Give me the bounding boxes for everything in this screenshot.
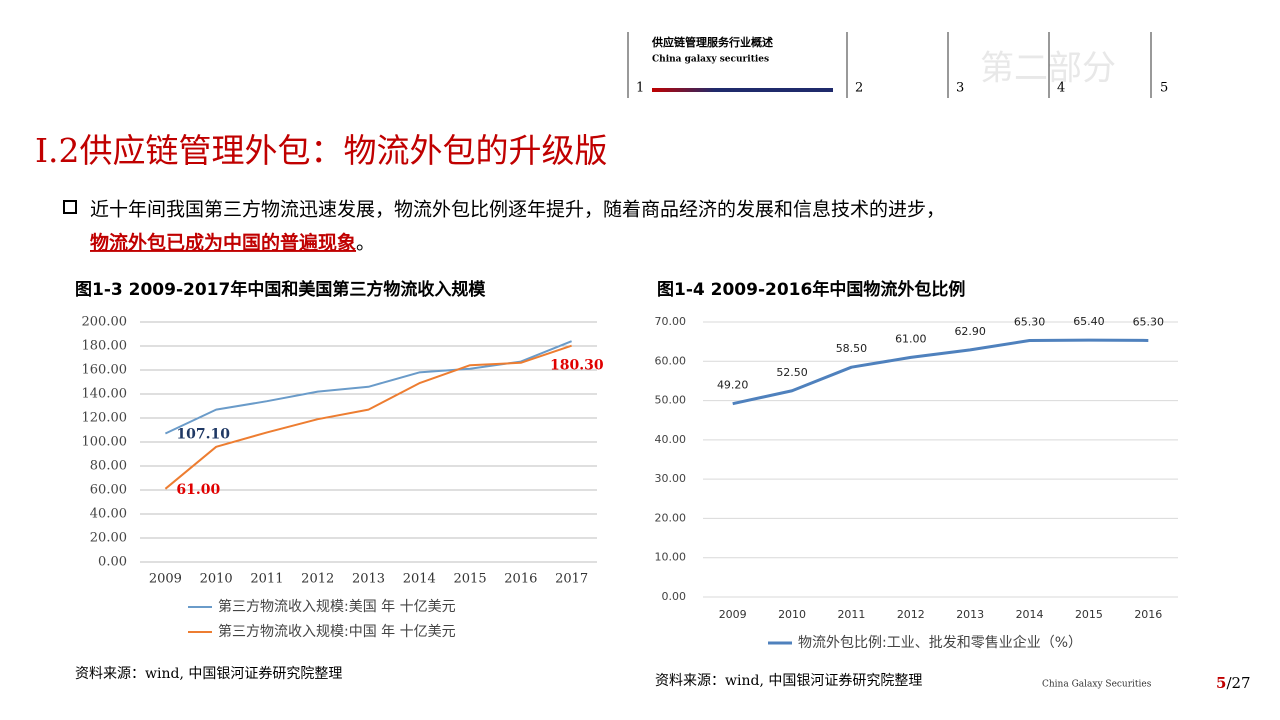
y-tick-label: 30.00 [655, 472, 687, 485]
x-tick-label: 2009 [719, 608, 747, 621]
y-tick-label: 40.00 [655, 433, 687, 446]
y-tick-label: 10.00 [655, 551, 687, 564]
x-tick-label: 2015 [1075, 608, 1103, 621]
data-label: 65.30 [1014, 315, 1046, 328]
y-tick-label: 160.00 [82, 363, 128, 378]
highlight: 物流外包已成为中国的普遍现象 [90, 231, 356, 254]
section-subtitle: China galaxy securities [652, 55, 769, 65]
data-label: 107.10 [176, 426, 230, 442]
source-note: 资料来源：wind, 中国银河证券研究院整理 [75, 666, 342, 682]
data-label: 65.40 [1073, 315, 1105, 328]
data-label: 52.50 [776, 366, 808, 379]
x-tick-label: 2014 [403, 572, 436, 587]
y-tick-label: 20.00 [90, 531, 127, 546]
bullet-text: 近十年间我国第三方物流迅速发展，物流外包比例逐年提升，随着商品经济的发展和信息技… [90, 199, 945, 221]
y-tick-label: 200.00 [82, 315, 128, 330]
y-tick-label: 40.00 [90, 507, 127, 522]
legend-label: 第三方物流收入规模:美国 年 十亿美元 [218, 598, 456, 615]
tab[interactable]: 2 [855, 81, 863, 96]
x-tick-label: 2009 [149, 572, 182, 587]
x-tick-label: 2012 [897, 608, 925, 621]
data-line [164, 340, 572, 435]
tab[interactable]: 5 [1160, 81, 1168, 96]
data-label: 62.90 [954, 325, 986, 338]
tab[interactable]: 3 [956, 81, 964, 96]
x-tick-label: 2010 [778, 608, 806, 621]
data-label: 61.00 [176, 482, 220, 498]
data-label: 58.50 [836, 342, 868, 355]
page: 5 [1216, 674, 1226, 692]
data-line [164, 344, 572, 490]
data-label: 180.30 [550, 358, 604, 374]
x-tick-label: 2016 [504, 572, 537, 587]
x-tick-label: 2017 [555, 572, 588, 587]
y-tick-label: 60.00 [90, 483, 127, 498]
x-tick-label: 2010 [200, 572, 233, 587]
progress-bar [652, 88, 833, 92]
legend-label: 物流外包比例:工业、批发和零售业企业（%） [798, 634, 1082, 651]
y-tick-label: 180.00 [82, 339, 128, 354]
x-tick-label: 2013 [956, 608, 984, 621]
section-title: 供应链管理服务行业概述 [651, 35, 773, 49]
tab[interactable]: 1 [636, 81, 644, 96]
y-tick-label: 20.00 [655, 511, 687, 524]
bullet-icon [63, 200, 77, 214]
data-line [732, 338, 1149, 406]
x-tick-label: 2013 [352, 572, 385, 587]
x-tick-label: 2011 [837, 608, 865, 621]
page-total: /27 [1226, 674, 1250, 692]
y-tick-label: 70.00 [655, 315, 687, 328]
y-tick-label: 80.00 [90, 459, 127, 474]
chart-title: 图1-4 2009-2016年中国物流外包比例 [657, 279, 965, 300]
chart-title: 图1-3 2009-2017年中国和美国第三方物流收入规模 [75, 279, 486, 300]
y-tick-label: 0.00 [98, 555, 127, 570]
header: 第二部分 供应链管理服务行业概述 China galaxy securities… [627, 32, 1168, 98]
y-tick-label: 120.00 [82, 411, 128, 426]
data-label: 49.20 [717, 379, 749, 392]
footer-brand: China Galaxy Securities [1042, 680, 1152, 690]
x-tick-label: 2012 [301, 572, 334, 587]
source-note: 资料来源：wind, 中国银河证券研究院整理 [655, 673, 922, 689]
bullet-text: 物流外包已成为中国的普遍现象。 [90, 231, 375, 254]
data-label: 65.30 [1133, 315, 1165, 328]
x-tick-label: 2011 [250, 572, 283, 587]
page-number: 5/27 [1216, 674, 1251, 692]
y-tick-label: 140.00 [82, 387, 128, 402]
punctuation: 。 [356, 232, 375, 254]
watermark: 第二部分 [980, 49, 1116, 89]
slide-title: I.2供应链管理外包：物流外包的升级版 [35, 131, 608, 170]
x-tick-label: 2015 [454, 572, 487, 587]
y-tick-label: 60.00 [655, 354, 687, 367]
y-tick-label: 0.00 [662, 590, 687, 603]
tab[interactable]: 4 [1057, 81, 1065, 96]
legend-label: 第三方物流收入规模:中国 年 十亿美元 [218, 623, 456, 640]
x-tick-label: 2014 [1016, 608, 1044, 621]
x-tick-label: 2016 [1134, 608, 1162, 621]
data-label: 61.00 [895, 332, 927, 345]
y-tick-label: 100.00 [82, 435, 128, 450]
y-tick-label: 50.00 [655, 394, 687, 407]
